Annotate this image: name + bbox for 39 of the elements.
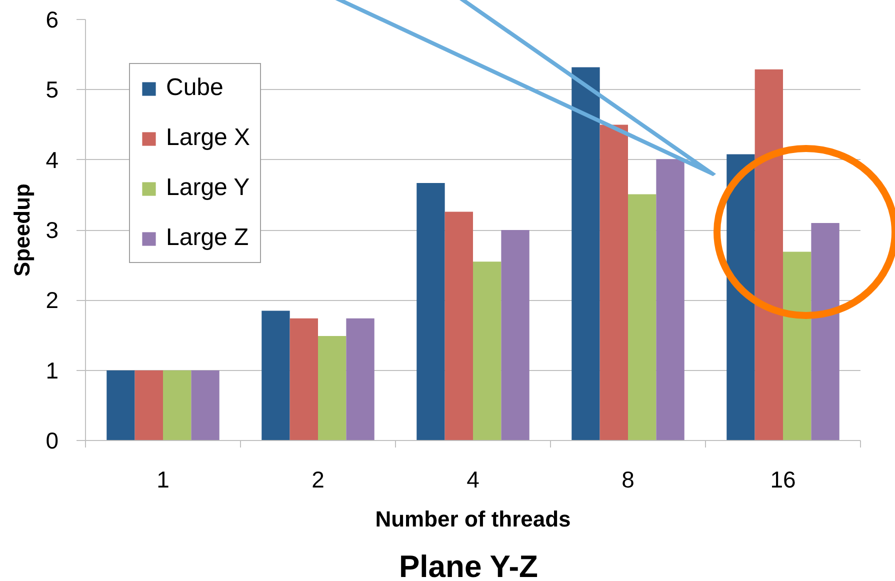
y-tick-label: 5 [46, 76, 59, 103]
legend-label: Large Z [166, 224, 249, 252]
bar [444, 212, 473, 440]
x-tick-label: 4 [466, 466, 480, 492]
legend-label: Large X [166, 124, 250, 152]
bar [106, 370, 135, 440]
legend-label: Large Y [166, 174, 250, 202]
x-axis-title: Number of threads [375, 506, 571, 532]
bar [600, 124, 628, 440]
bar [163, 370, 192, 440]
bar [656, 159, 684, 440]
y-axis-title: Speedup [10, 184, 35, 276]
bar [191, 370, 220, 440]
bar [783, 252, 812, 440]
bar [416, 182, 445, 440]
bar [346, 318, 374, 440]
bar [572, 67, 600, 440]
bar [628, 194, 656, 440]
bar [501, 230, 530, 440]
bar [473, 262, 502, 440]
text: Plane Y-Z [399, 549, 538, 581]
bar [726, 154, 755, 440]
legend-label: Cube [166, 74, 224, 102]
y-tick-label: 0 [46, 428, 59, 454]
y-tick-label: 6 [46, 6, 59, 32]
x-tick-label: 2 [312, 466, 324, 492]
bar [811, 222, 840, 440]
bar [134, 370, 163, 440]
bar [318, 336, 346, 440]
y-tick-label: 2 [46, 287, 59, 314]
y-tick-label: 1 [46, 357, 59, 384]
y-tick-label: 4 [46, 146, 59, 173]
x-tick-label: 1 [156, 466, 170, 492]
x-tick-label: 16 [770, 466, 796, 492]
y-tick-label: 3 [46, 217, 59, 243]
bar [290, 318, 318, 440]
bar [262, 310, 290, 440]
x-tick-label: 8 [622, 466, 634, 492]
bar [754, 69, 783, 440]
